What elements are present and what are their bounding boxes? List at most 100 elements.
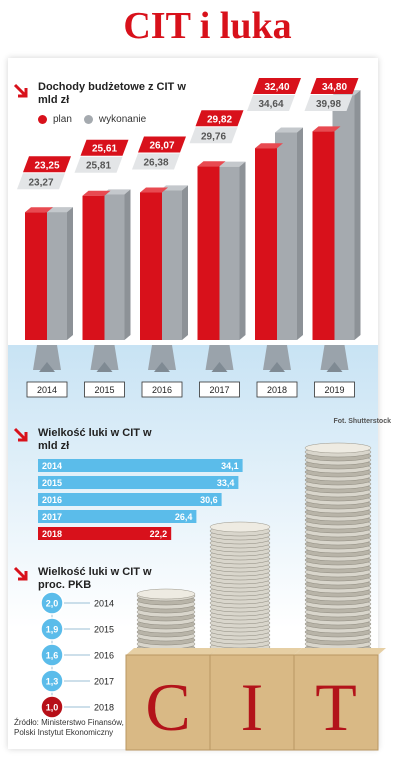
year-pointer bbox=[154, 362, 170, 372]
year-label: 2017 bbox=[209, 385, 229, 395]
chart1-title: Dochody budżetowe z CIT w mld zł bbox=[38, 81, 186, 106]
bar-wykonanie-top bbox=[45, 207, 73, 213]
pkb-circle bbox=[40, 695, 64, 719]
bar-plan-top bbox=[312, 126, 341, 132]
gap-value: 30,6 bbox=[200, 495, 218, 505]
label-plan: 32,40 bbox=[264, 82, 289, 93]
bar-plan bbox=[140, 192, 162, 340]
bar-plan-top bbox=[25, 207, 53, 213]
label-plan: 23,25 bbox=[34, 160, 59, 171]
gap-year: 2014 bbox=[42, 461, 62, 471]
arrow-down-right-icon bbox=[13, 566, 28, 581]
pkb-year: 2014 bbox=[94, 599, 114, 609]
gap-year: 2017 bbox=[42, 512, 62, 522]
arrow-down-right-icon bbox=[13, 427, 28, 442]
bar-wykonanie-side bbox=[67, 207, 73, 340]
legend-wykonanie-label: wykonanie bbox=[98, 114, 147, 125]
year-tab bbox=[84, 381, 125, 398]
bar-wykonanie bbox=[160, 190, 182, 340]
year-pedestal bbox=[320, 345, 349, 370]
label-plan-box bbox=[80, 139, 129, 156]
bar-wykonanie bbox=[102, 194, 125, 340]
gap-year: 2018 bbox=[42, 529, 62, 539]
year-label: 2014 bbox=[37, 385, 57, 395]
wood-block-top bbox=[294, 648, 386, 655]
label-wykonanie-box bbox=[189, 127, 238, 144]
label-wykonanie: 25,81 bbox=[86, 161, 111, 172]
gap-bar bbox=[38, 527, 172, 540]
bar-wykonanie bbox=[275, 132, 297, 340]
year-pedestal bbox=[205, 345, 234, 370]
pkb-value: 2,0 bbox=[46, 599, 59, 609]
pkb-circle bbox=[40, 617, 64, 641]
label-plan-box bbox=[310, 78, 359, 94]
year-pedestal bbox=[90, 345, 119, 370]
year-label: 2015 bbox=[94, 385, 114, 395]
label-wykonanie-box bbox=[74, 156, 123, 173]
gap-bar bbox=[38, 476, 239, 489]
bar-wykonanie bbox=[332, 95, 355, 340]
gap-value: 22,2 bbox=[150, 529, 168, 539]
year-pointer bbox=[96, 362, 113, 372]
label-plan-box bbox=[23, 156, 71, 173]
bar-plan bbox=[255, 148, 277, 340]
year-label: 2018 bbox=[267, 385, 287, 395]
pkb-year: 2017 bbox=[94, 677, 114, 687]
gap-value: 33,4 bbox=[217, 478, 235, 488]
bar-wykonanie-side bbox=[239, 161, 246, 340]
year-tab bbox=[256, 381, 298, 398]
label-wykonanie-box bbox=[17, 173, 65, 190]
bar-plan bbox=[197, 166, 220, 340]
bar-wykonanie bbox=[217, 166, 240, 340]
bar-wykonanie-side bbox=[182, 185, 188, 340]
wood-block-top bbox=[210, 648, 302, 655]
chart3-title: Wielkość luki w CIT w proc. PKB bbox=[38, 566, 152, 591]
gap-bar bbox=[38, 459, 243, 472]
bar-plan bbox=[82, 195, 105, 340]
bar-wykonanie-top bbox=[275, 127, 303, 133]
wood-block bbox=[209, 654, 295, 751]
block-letter: T bbox=[315, 669, 357, 745]
pkb-year: 2018 bbox=[94, 703, 114, 713]
block-letter: I bbox=[241, 669, 264, 745]
block-letter: C bbox=[145, 669, 190, 745]
year-tab bbox=[26, 381, 68, 398]
bar-plan bbox=[312, 131, 335, 340]
year-pedestal bbox=[33, 345, 61, 370]
page-title: CIT i luka bbox=[123, 5, 292, 47]
pkb-circle bbox=[40, 669, 64, 693]
label-wykonanie-box bbox=[132, 153, 180, 170]
label-plan: 26,07 bbox=[149, 141, 174, 152]
label-wykonanie: 26,38 bbox=[143, 158, 168, 169]
bar-plan bbox=[25, 212, 47, 340]
gap-bar bbox=[38, 510, 197, 523]
year-pedestal bbox=[148, 345, 176, 370]
year-tab bbox=[141, 381, 183, 398]
label-wykonanie: 34,64 bbox=[258, 99, 283, 110]
label-wykonanie-box bbox=[247, 95, 295, 111]
coin-top bbox=[304, 442, 372, 454]
bar-wykonanie-top bbox=[160, 185, 188, 191]
pkb-year: 2016 bbox=[94, 651, 114, 661]
legend: plan wykonanie bbox=[38, 114, 146, 125]
bar-wykonanie-top bbox=[102, 189, 131, 195]
legend-plan-swatch bbox=[38, 115, 47, 124]
label-wykonanie-box bbox=[304, 95, 353, 111]
pkb-value: 1,3 bbox=[46, 677, 59, 687]
bar-wykonanie-side bbox=[124, 189, 131, 340]
photo-credit: Fot. Shutterstock bbox=[333, 418, 391, 425]
pkb-year: 2015 bbox=[94, 625, 114, 635]
label-plan-box bbox=[195, 110, 244, 127]
label-plan-box bbox=[138, 136, 186, 153]
coin-top bbox=[209, 521, 271, 533]
year-label: 2016 bbox=[152, 385, 172, 395]
pkb-value: 1,0 bbox=[46, 703, 59, 713]
chart2-title: Wielkość luki w CIT w mld zł bbox=[38, 427, 152, 452]
bar-wykonanie-top bbox=[217, 161, 246, 167]
gap-value: 34,1 bbox=[221, 461, 239, 471]
year-pointer bbox=[211, 362, 228, 372]
bar-plan-top bbox=[140, 187, 168, 193]
bar-plan-top bbox=[82, 190, 111, 196]
